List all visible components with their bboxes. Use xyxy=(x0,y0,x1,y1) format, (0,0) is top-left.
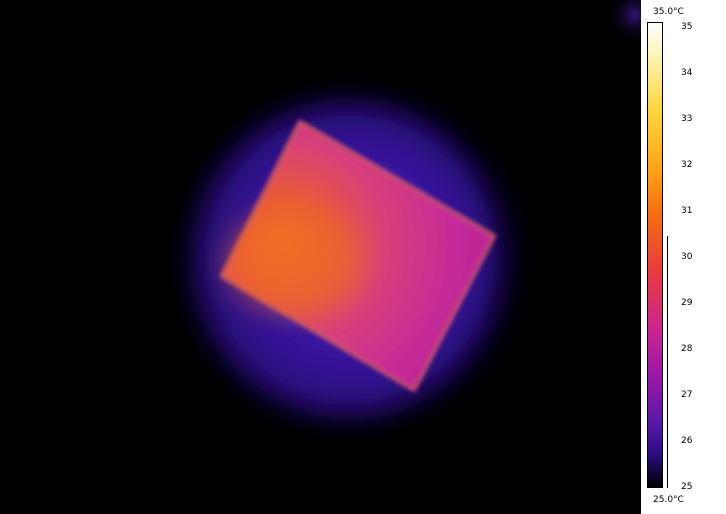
tick-label: 25 xyxy=(681,482,693,492)
scale-max-label: 35.0°C xyxy=(653,7,684,17)
tick-label: 30 xyxy=(681,252,693,262)
tick-label: 34 xyxy=(681,68,693,78)
temperature-scale: 35.0°C 35 34 33 32 31 30 29 28 27 26 25 25.0°C xyxy=(641,0,726,514)
range-marker xyxy=(667,236,668,488)
tick-label: 32 xyxy=(681,160,693,170)
scale-min-label: 25.0°C xyxy=(653,495,684,505)
hot-spot xyxy=(227,210,363,314)
corner-glow xyxy=(605,0,641,45)
tick-label: 27 xyxy=(681,390,693,400)
tick-label: 33 xyxy=(681,114,693,124)
tick-label: 26 xyxy=(681,436,693,446)
thermal-image xyxy=(0,0,641,514)
tick-label: 29 xyxy=(681,298,693,308)
tick-label: 28 xyxy=(681,344,693,354)
tick-label: 35 xyxy=(681,22,693,32)
color-bar xyxy=(647,22,663,488)
thermal-scene xyxy=(177,0,641,433)
tick-label: 31 xyxy=(681,206,693,216)
